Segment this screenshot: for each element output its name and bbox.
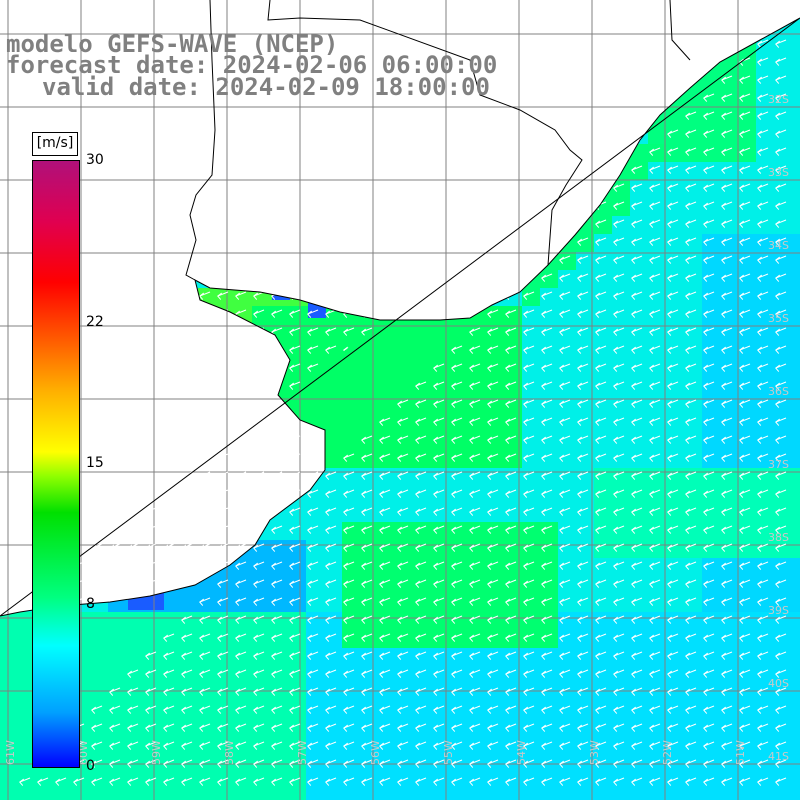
lat-label: 33S <box>768 166 789 179</box>
forecast-date: forecast date: 2024-02-06 06:00:00 <box>6 51 498 79</box>
lon-label: 53W <box>588 740 601 765</box>
lon-label: 58W <box>223 740 236 765</box>
lat-label: 34S <box>768 239 789 252</box>
colorbar-tick-label: 30 <box>86 152 104 168</box>
valid-date: valid date: 2024-02-09 18:00:00 <box>42 73 490 101</box>
lon-label: 60W <box>77 740 90 765</box>
lat-label: 35S <box>768 312 789 325</box>
lat-label: 41S <box>768 750 789 763</box>
lat-label: 40S <box>768 677 789 690</box>
lon-label: 54W <box>515 740 528 765</box>
colorbar-tick-label: 8 <box>86 596 95 613</box>
coordinate-labels: 32S 33S 34S 35S 36S 37S 38S 39S 40S 41S 61W 60W 59W 5… <box>4 93 789 765</box>
land-area <box>0 0 800 616</box>
lat-label: 37S <box>768 458 789 471</box>
colorbar-tick-label: 0 <box>86 758 95 774</box>
model-title: modelo GEFS-WAVE (NCEP) <box>6 30 339 58</box>
colorbar <box>32 160 80 768</box>
lat-label: 36S <box>768 385 789 398</box>
lat-label: 32S <box>768 93 789 106</box>
lon-label: 52W <box>661 740 674 765</box>
coastline <box>0 0 800 617</box>
colorbar-unit: [m/s] <box>32 132 78 156</box>
lon-label: 57W <box>296 740 309 765</box>
lon-label: 56W <box>369 740 382 765</box>
lat-label: 39S <box>768 604 789 617</box>
colorbar-tick-label: 22 <box>86 313 104 330</box>
lon-label: 51W <box>734 740 747 765</box>
lon-label: 61W <box>4 740 17 765</box>
colorbar-tick-label: 15 <box>86 455 104 471</box>
lon-label: 55W <box>442 740 455 765</box>
lat-label: 38S <box>768 531 789 544</box>
lon-label: 59W <box>150 740 163 765</box>
